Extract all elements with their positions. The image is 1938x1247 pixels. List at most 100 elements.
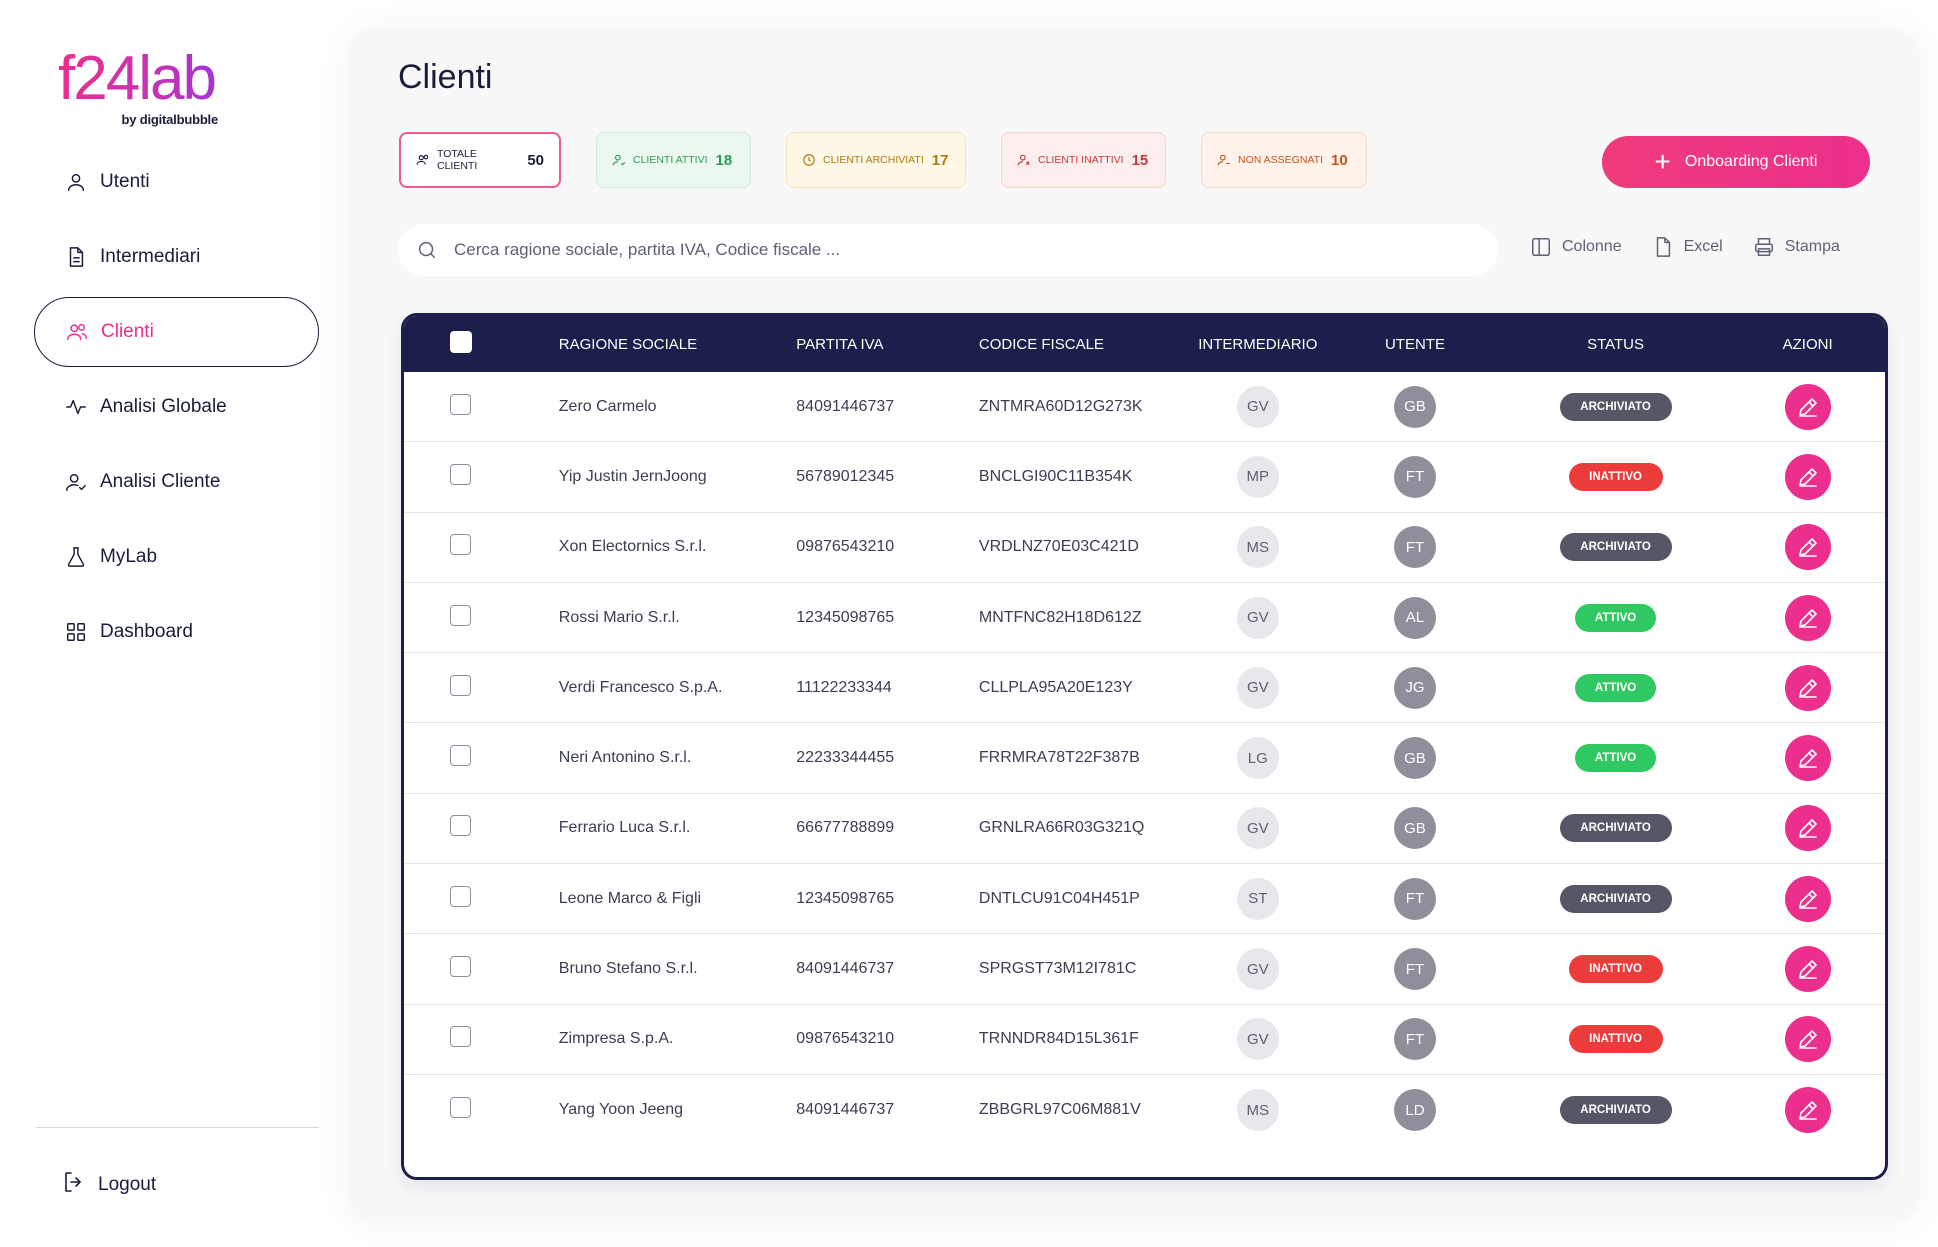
user-avatar[interactable]: FT	[1393, 526, 1436, 569]
row-checkbox[interactable]	[450, 674, 471, 696]
header-utente[interactable]: UTENTE	[1384, 335, 1445, 353]
row-checkbox[interactable]	[450, 1097, 471, 1119]
select-all-checkbox[interactable]	[450, 331, 472, 353]
sidebar-item-dashboard[interactable]: Dashboard	[34, 597, 319, 667]
edit-button[interactable]	[1784, 383, 1831, 430]
chip-clienti-inattivi[interactable]: CLIENTI INATTIVI 15	[1001, 132, 1166, 188]
chip-clienti-attivi[interactable]: CLIENTI ATTIVI 18	[596, 132, 751, 188]
chip-totale-clienti[interactable]: TOTALE CLIENTI 50	[399, 132, 561, 188]
sidebar-item-intermediari[interactable]: Intermediari	[34, 222, 319, 292]
cell-ragione-sociale: Xon Electornics S.r.l.	[558, 538, 707, 556]
edit-button[interactable]	[1784, 524, 1831, 571]
table-row[interactable]: Bruno Stefano S.r.l. 84091446737 SPRGST7…	[404, 934, 1885, 1005]
chip-label: TOTALE CLIENTI	[437, 148, 478, 172]
user-avatar[interactable]: AL	[1393, 596, 1436, 639]
row-checkbox[interactable]	[450, 745, 471, 767]
intermediary-avatar[interactable]: GV	[1236, 596, 1279, 639]
intermediary-avatar[interactable]: GV	[1236, 385, 1279, 428]
edit-button[interactable]	[1784, 805, 1831, 852]
cell-status: ARCHIVIATO	[1501, 814, 1731, 843]
row-checkbox[interactable]	[450, 604, 471, 626]
cell-partita-iva: 56789012345	[796, 467, 895, 485]
table-row[interactable]: Rossi Mario S.r.l. 12345098765 MNTFNC82H…	[404, 583, 1885, 654]
row-checkbox[interactable]	[450, 393, 471, 415]
sidebar-item-mylab[interactable]: MyLab	[34, 522, 319, 592]
columns-button[interactable]: Colonne	[1530, 236, 1622, 258]
excel-button[interactable]: Excel	[1652, 236, 1723, 258]
intermediary-avatar[interactable]: GV	[1236, 948, 1279, 991]
sidebar-item-analisi-cliente[interactable]: Analisi Cliente	[34, 447, 319, 517]
chip-count: 10	[1331, 151, 1348, 169]
cell-ragione-sociale: Yang Yoon Jeeng	[558, 1101, 684, 1119]
pencil-icon	[1798, 538, 1817, 558]
logo[interactable]: f24lab by digitalbubble	[58, 48, 228, 130]
user-avatar[interactable]: FT	[1393, 948, 1436, 991]
edit-button[interactable]	[1784, 946, 1831, 993]
row-checkbox[interactable]	[450, 956, 471, 978]
intermediary-avatar[interactable]: GV	[1236, 807, 1279, 850]
sidebar-item-analisi-globale[interactable]: Analisi Globale	[34, 372, 319, 442]
chip-non-assegnati[interactable]: NON ASSEGNATI 10	[1201, 132, 1367, 188]
sidebar-item-utenti[interactable]: Utenti	[34, 147, 319, 217]
search-bar	[398, 224, 1498, 276]
user-avatar[interactable]: GB	[1393, 807, 1436, 850]
sidebar-item-clienti[interactable]: Clienti	[34, 297, 319, 367]
cell-intermediario: GV	[1186, 666, 1329, 709]
chip-clienti-archiviati[interactable]: CLIENTI ARCHIVIATI 17	[786, 132, 966, 188]
row-checkbox[interactable]	[450, 534, 471, 556]
intermediary-avatar[interactable]: GV	[1236, 1018, 1279, 1061]
row-checkbox[interactable]	[450, 463, 471, 485]
user-avatar[interactable]: GB	[1393, 385, 1436, 428]
cell-ragione-sociale: Leone Marco & Figli	[558, 889, 702, 907]
cell-utente: GB	[1329, 737, 1501, 780]
intermediary-avatar[interactable]: MP	[1236, 455, 1279, 498]
header-ragione-sociale[interactable]: RAGIONE SOCIALE	[558, 335, 698, 353]
intermediary-avatar[interactable]: MS	[1236, 1089, 1279, 1132]
cell-intermediario: GV	[1186, 807, 1329, 850]
user-avatar[interactable]: JG	[1393, 666, 1436, 709]
sidebar-item-label: Analisi Globale	[100, 396, 227, 417]
row-checkbox[interactable]	[450, 885, 471, 907]
cell-status: ATTIVO	[1501, 673, 1731, 702]
row-checkbox[interactable]	[450, 1026, 471, 1048]
user-avatar[interactable]: FT	[1393, 877, 1436, 920]
header-status[interactable]: STATUS	[1587, 335, 1645, 353]
intermediary-avatar[interactable]: MS	[1236, 526, 1279, 569]
edit-button[interactable]	[1784, 735, 1831, 782]
header-intermediario[interactable]: INTERMEDIARIO	[1198, 335, 1318, 353]
logout-button[interactable]: Logout	[62, 1170, 156, 1199]
header-codice-fiscale[interactable]: CODICE FISCALE	[978, 335, 1104, 353]
cell-intermediario: GV	[1186, 948, 1329, 991]
edit-button[interactable]	[1784, 594, 1831, 641]
table-row[interactable]: Yip Justin JernJoong 56789012345 BNCLGI9…	[404, 442, 1885, 513]
cell-status: INATTIVO	[1501, 1025, 1731, 1054]
edit-button[interactable]	[1784, 1087, 1831, 1134]
header-partita-iva[interactable]: PARTITA IVA	[796, 335, 884, 353]
onboarding-clienti-button[interactable]: + Onboarding Clienti	[1602, 136, 1870, 188]
user-avatar[interactable]: FT	[1393, 455, 1436, 498]
table-row[interactable]: Zimpresa S.p.A. 09876543210 TRNNDR84D15L…	[404, 1005, 1885, 1075]
intermediary-avatar[interactable]: ST	[1236, 877, 1279, 920]
cell-codice-fiscale: TRNNDR84D15L361F	[978, 1030, 1139, 1048]
user-avatar[interactable]: LD	[1393, 1089, 1436, 1132]
table-row[interactable]: Verdi Francesco S.p.A. 11122233344 CLLPL…	[404, 653, 1885, 724]
table-row[interactable]: Neri Antonino S.r.l. 22233344455 FRRMRA7…	[404, 723, 1885, 794]
table-row[interactable]: Leone Marco & Figli 12345098765 DNTLCU91…	[404, 864, 1885, 935]
user-avatar[interactable]: FT	[1393, 1018, 1436, 1061]
edit-button[interactable]	[1784, 664, 1831, 711]
table-row[interactable]: Zero Carmelo 84091446737 ZNTMRA60D12G273…	[404, 372, 1885, 443]
edit-button[interactable]	[1784, 453, 1831, 500]
print-button[interactable]: Stampa	[1753, 236, 1840, 258]
search-input[interactable]	[454, 240, 1454, 260]
cell-status: ATTIVO	[1501, 744, 1731, 773]
edit-button[interactable]	[1784, 1016, 1831, 1063]
edit-button[interactable]	[1784, 875, 1831, 922]
table-row[interactable]: Ferrario Luca S.r.l. 66677788899 GRNLRA6…	[404, 794, 1885, 865]
cell-intermediario: GV	[1186, 385, 1329, 428]
table-row[interactable]: Yang Yoon Jeeng 84091446737 ZBBGRL97C06M…	[404, 1075, 1885, 1145]
intermediary-avatar[interactable]: LG	[1236, 737, 1279, 780]
user-avatar[interactable]: GB	[1393, 737, 1436, 780]
intermediary-avatar[interactable]: GV	[1236, 666, 1279, 709]
row-checkbox[interactable]	[450, 815, 471, 837]
table-row[interactable]: Xon Electornics S.r.l. 09876543210 VRDLN…	[404, 513, 1885, 583]
